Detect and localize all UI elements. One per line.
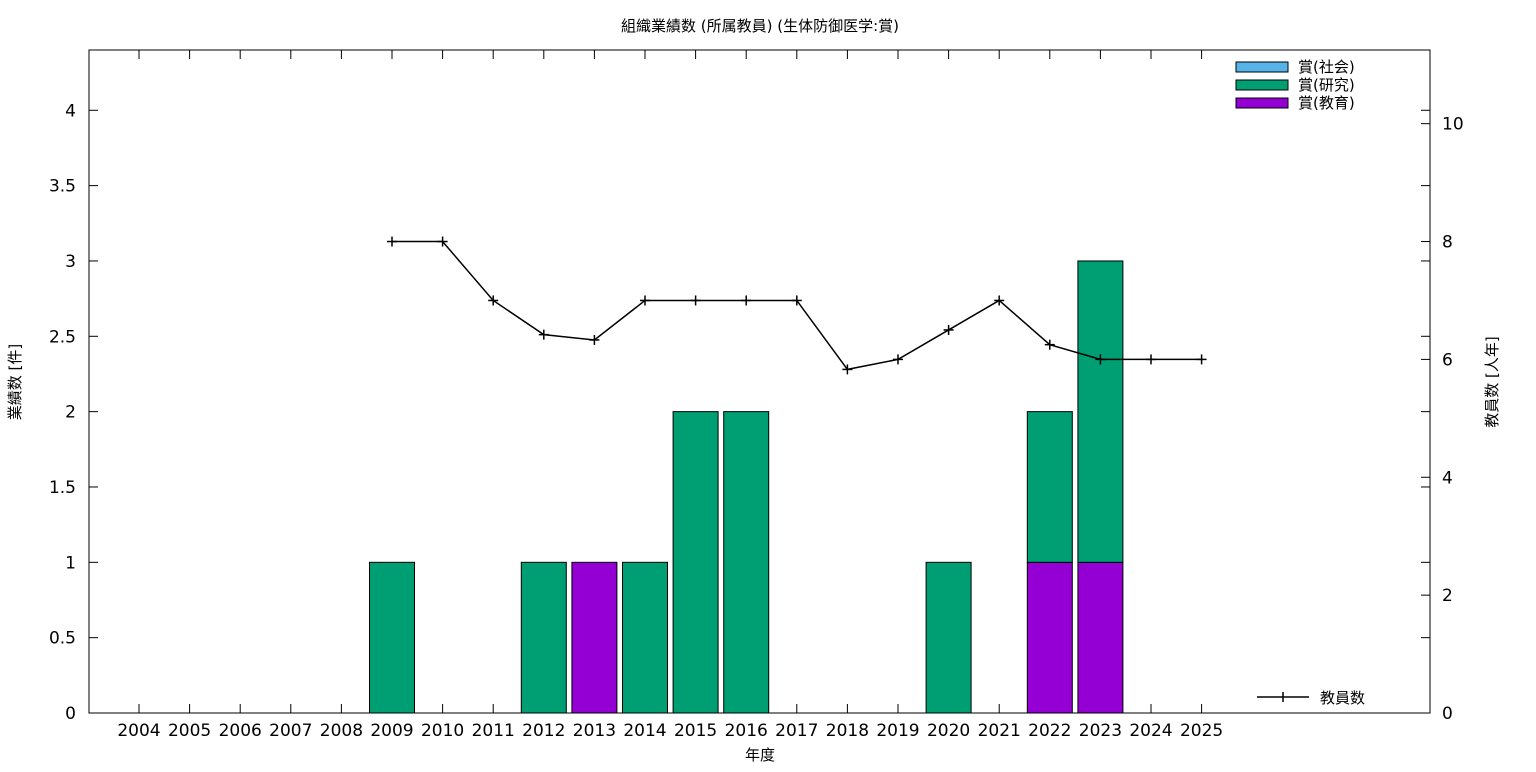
x-tick-label: 2012 bbox=[522, 721, 565, 741]
line-point-2022 bbox=[1044, 339, 1055, 350]
bar-2022-series-1 bbox=[1026, 411, 1073, 563]
line-point-2014 bbox=[640, 295, 650, 306]
legend-swatch-0 bbox=[1235, 61, 1289, 73]
bar-2012-series-1 bbox=[520, 561, 567, 714]
x-tick-label: 2019 bbox=[876, 721, 919, 741]
x-tick-label: 2004 bbox=[117, 721, 160, 741]
line-point-2011 bbox=[488, 295, 499, 306]
x-tick-label: 2013 bbox=[573, 721, 616, 741]
line-point-2018 bbox=[842, 364, 853, 375]
x-tick-label: 2011 bbox=[472, 721, 515, 741]
y-tick-label: 2.5 bbox=[49, 327, 76, 347]
x-tick-label: 2007 bbox=[269, 721, 312, 741]
line-point-2017 bbox=[791, 295, 802, 306]
line-point-2020 bbox=[943, 324, 954, 335]
y2-tick-label: 6 bbox=[1442, 350, 1453, 370]
y-axis-label: 業績数 [件] bbox=[6, 344, 24, 420]
bar-2020-series-1 bbox=[925, 561, 972, 714]
line-point-2016 bbox=[741, 295, 752, 306]
x-tick-label: 2009 bbox=[370, 721, 413, 741]
x-tick-label: 2021 bbox=[978, 721, 1021, 741]
legend-label-1: 賞(研究) bbox=[1298, 76, 1355, 94]
y2-axis-label: 教員数 [人年] bbox=[1483, 336, 1501, 427]
bar-marks bbox=[369, 260, 1124, 714]
x-tick-label: 2023 bbox=[1079, 721, 1122, 741]
y2-tick-label: 2 bbox=[1442, 586, 1453, 606]
x-tick-label: 2006 bbox=[219, 721, 262, 741]
bar-2023-series-2 bbox=[1077, 561, 1124, 714]
bar-2023-series-1 bbox=[1077, 260, 1124, 563]
y-tick-label: 3.5 bbox=[49, 177, 76, 197]
line-point-2009 bbox=[387, 236, 397, 247]
bar-2016-series-1 bbox=[723, 411, 770, 714]
y-tick-label: 1.5 bbox=[49, 478, 76, 498]
y-tick-label: 0 bbox=[65, 704, 76, 724]
x-axis-label: 年度 bbox=[745, 746, 775, 764]
y2-tick-label: 4 bbox=[1442, 468, 1453, 488]
x-tick-label: 2015 bbox=[674, 721, 717, 741]
x-tick-label: 2018 bbox=[826, 721, 869, 741]
y-tick-label: 2 bbox=[65, 403, 76, 423]
bar-2009-series-1 bbox=[369, 561, 415, 714]
line-point-2024 bbox=[1146, 354, 1156, 365]
y2-tick-label: 10 bbox=[1442, 115, 1464, 135]
line-point-2019 bbox=[893, 354, 903, 365]
y-tick-label: 0.5 bbox=[49, 629, 76, 649]
line-point-2015 bbox=[690, 295, 701, 306]
legend-swatch-1 bbox=[1235, 79, 1289, 91]
x-tick-label: 2005 bbox=[168, 721, 211, 741]
bar-2022-series-2 bbox=[1026, 561, 1073, 714]
y2-tick-label: 8 bbox=[1442, 233, 1453, 253]
line-point-2010 bbox=[437, 236, 448, 247]
y-tick-label: 4 bbox=[65, 101, 76, 121]
legend-label-0: 賞(社会) bbox=[1298, 58, 1355, 76]
x-tick-label: 2016 bbox=[725, 721, 768, 741]
x-tick-label: 2014 bbox=[623, 721, 666, 741]
bar-2013-series-2 bbox=[571, 561, 618, 714]
legend-label-2: 賞(教育) bbox=[1298, 94, 1355, 112]
bar-2015-series-1 bbox=[672, 411, 719, 714]
x-tick-label: 2022 bbox=[1028, 721, 1071, 741]
bar-2014-series-1 bbox=[622, 561, 668, 714]
y-tick-label: 1 bbox=[65, 553, 76, 573]
legend-line-label: 教員数 bbox=[1320, 689, 1365, 707]
line-series bbox=[387, 236, 1207, 375]
y-tick-label: 3 bbox=[65, 252, 76, 272]
line-point-2021 bbox=[994, 295, 1005, 306]
x-tick-label: 2024 bbox=[1129, 721, 1172, 741]
chart-title: 組織業績数 (所属教員) (生体防御医学:賞) bbox=[621, 17, 899, 35]
legend: 賞(社会)賞(研究)賞(教育) 教員数 bbox=[1235, 58, 1365, 707]
x-tick-label: 2025 bbox=[1180, 721, 1223, 741]
line-point-2025 bbox=[1196, 354, 1207, 365]
line-point-2023 bbox=[1095, 354, 1106, 365]
legend-swatch-2 bbox=[1235, 97, 1289, 109]
x-tick-label: 2010 bbox=[421, 721, 464, 741]
line-point-2012 bbox=[538, 329, 549, 340]
line-point-2013 bbox=[589, 334, 600, 345]
axis-ticks: 0 0.5 1 1.5 2 2.5 3 3.5 4 0 2 4 6 8 10 2004 2005 2006 2007… bbox=[49, 50, 1464, 741]
x-tick-label: 2020 bbox=[927, 721, 970, 741]
x-tick-label: 2008 bbox=[320, 721, 363, 741]
x-tick-label: 2017 bbox=[775, 721, 818, 741]
y2-tick-label: 0 bbox=[1442, 704, 1453, 724]
